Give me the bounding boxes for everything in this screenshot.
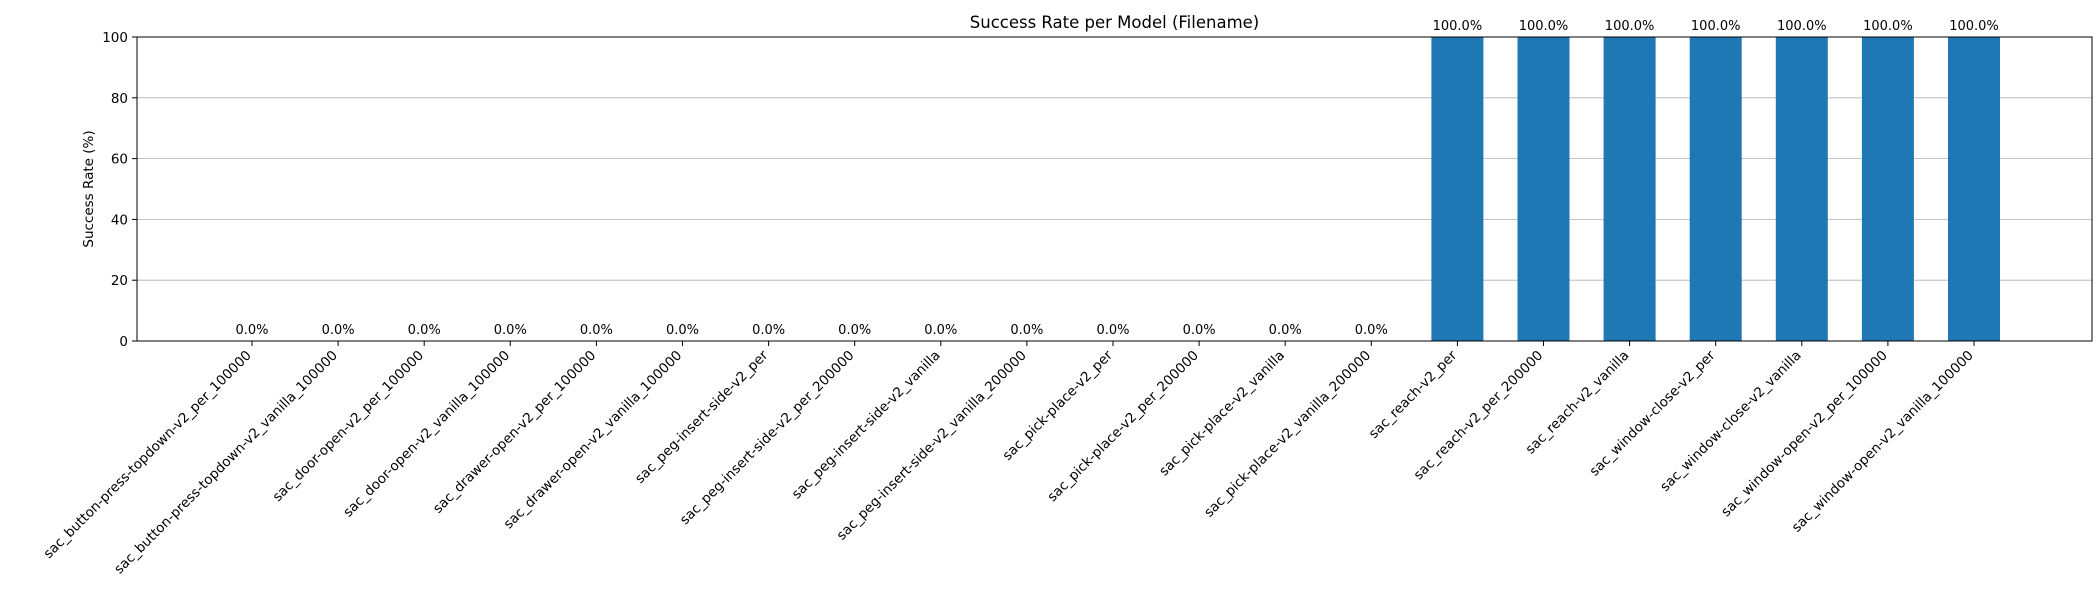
data-label-15: 100.0%: [1433, 19, 1483, 34]
y-tick-label-3: 60: [111, 152, 128, 168]
data-label-9: 0.0%: [924, 323, 957, 338]
plot-frame: [136, 36, 2093, 342]
data-label-10: 0.0%: [1010, 323, 1043, 338]
bar-16: [1517, 37, 1570, 341]
data-label-5: 0.0%: [580, 323, 613, 338]
bar-18: [1689, 37, 1742, 341]
y-tick-label-1: 20: [111, 273, 128, 289]
y-tick-label-2: 40: [111, 212, 128, 228]
data-label-14: 0.0%: [1355, 323, 1388, 338]
data-label-19: 100.0%: [1777, 19, 1827, 34]
data-label-11: 0.0%: [1096, 323, 1129, 338]
data-label-2: 0.0%: [322, 323, 355, 338]
bar-21: [1948, 37, 2000, 341]
data-label-4: 0.0%: [494, 323, 527, 338]
chart-title: Success Rate per Model (Filename): [970, 13, 1259, 32]
y-tick-label-4: 80: [111, 91, 128, 107]
bar-19: [1775, 37, 1828, 341]
data-label-21: 100.0%: [1949, 19, 1999, 34]
y-axis-label: Success Rate (%): [81, 130, 97, 247]
data-label-18: 100.0%: [1691, 19, 1741, 34]
bars: [1431, 37, 2000, 341]
data-label-16: 100.0%: [1519, 19, 1569, 34]
data-label-1: 0.0%: [235, 323, 268, 338]
data-label-17: 100.0%: [1605, 19, 1655, 34]
y-tick-label-0: 0: [119, 334, 128, 350]
data-label-3: 0.0%: [408, 323, 441, 338]
bar-20: [1861, 37, 1914, 341]
y-axis-ticks: 0 20 40 60 80 100: [102, 30, 137, 350]
data-label-7: 0.0%: [752, 323, 785, 338]
data-label-6: 0.0%: [666, 323, 699, 338]
y-tick-label-5: 100: [102, 30, 128, 46]
data-label-20: 100.0%: [1863, 19, 1913, 34]
data-label-13: 0.0%: [1269, 323, 1302, 338]
data-label-12: 0.0%: [1183, 323, 1216, 338]
data-labels: 0.0% 0.0% 0.0% 0.0% 0.0% 0.0% 0.0% 0.0% 0.0% 0.0%…: [235, 19, 1998, 338]
bar-15: [1431, 37, 1484, 341]
bar-17: [1603, 37, 1656, 341]
data-label-8: 0.0%: [838, 323, 871, 338]
